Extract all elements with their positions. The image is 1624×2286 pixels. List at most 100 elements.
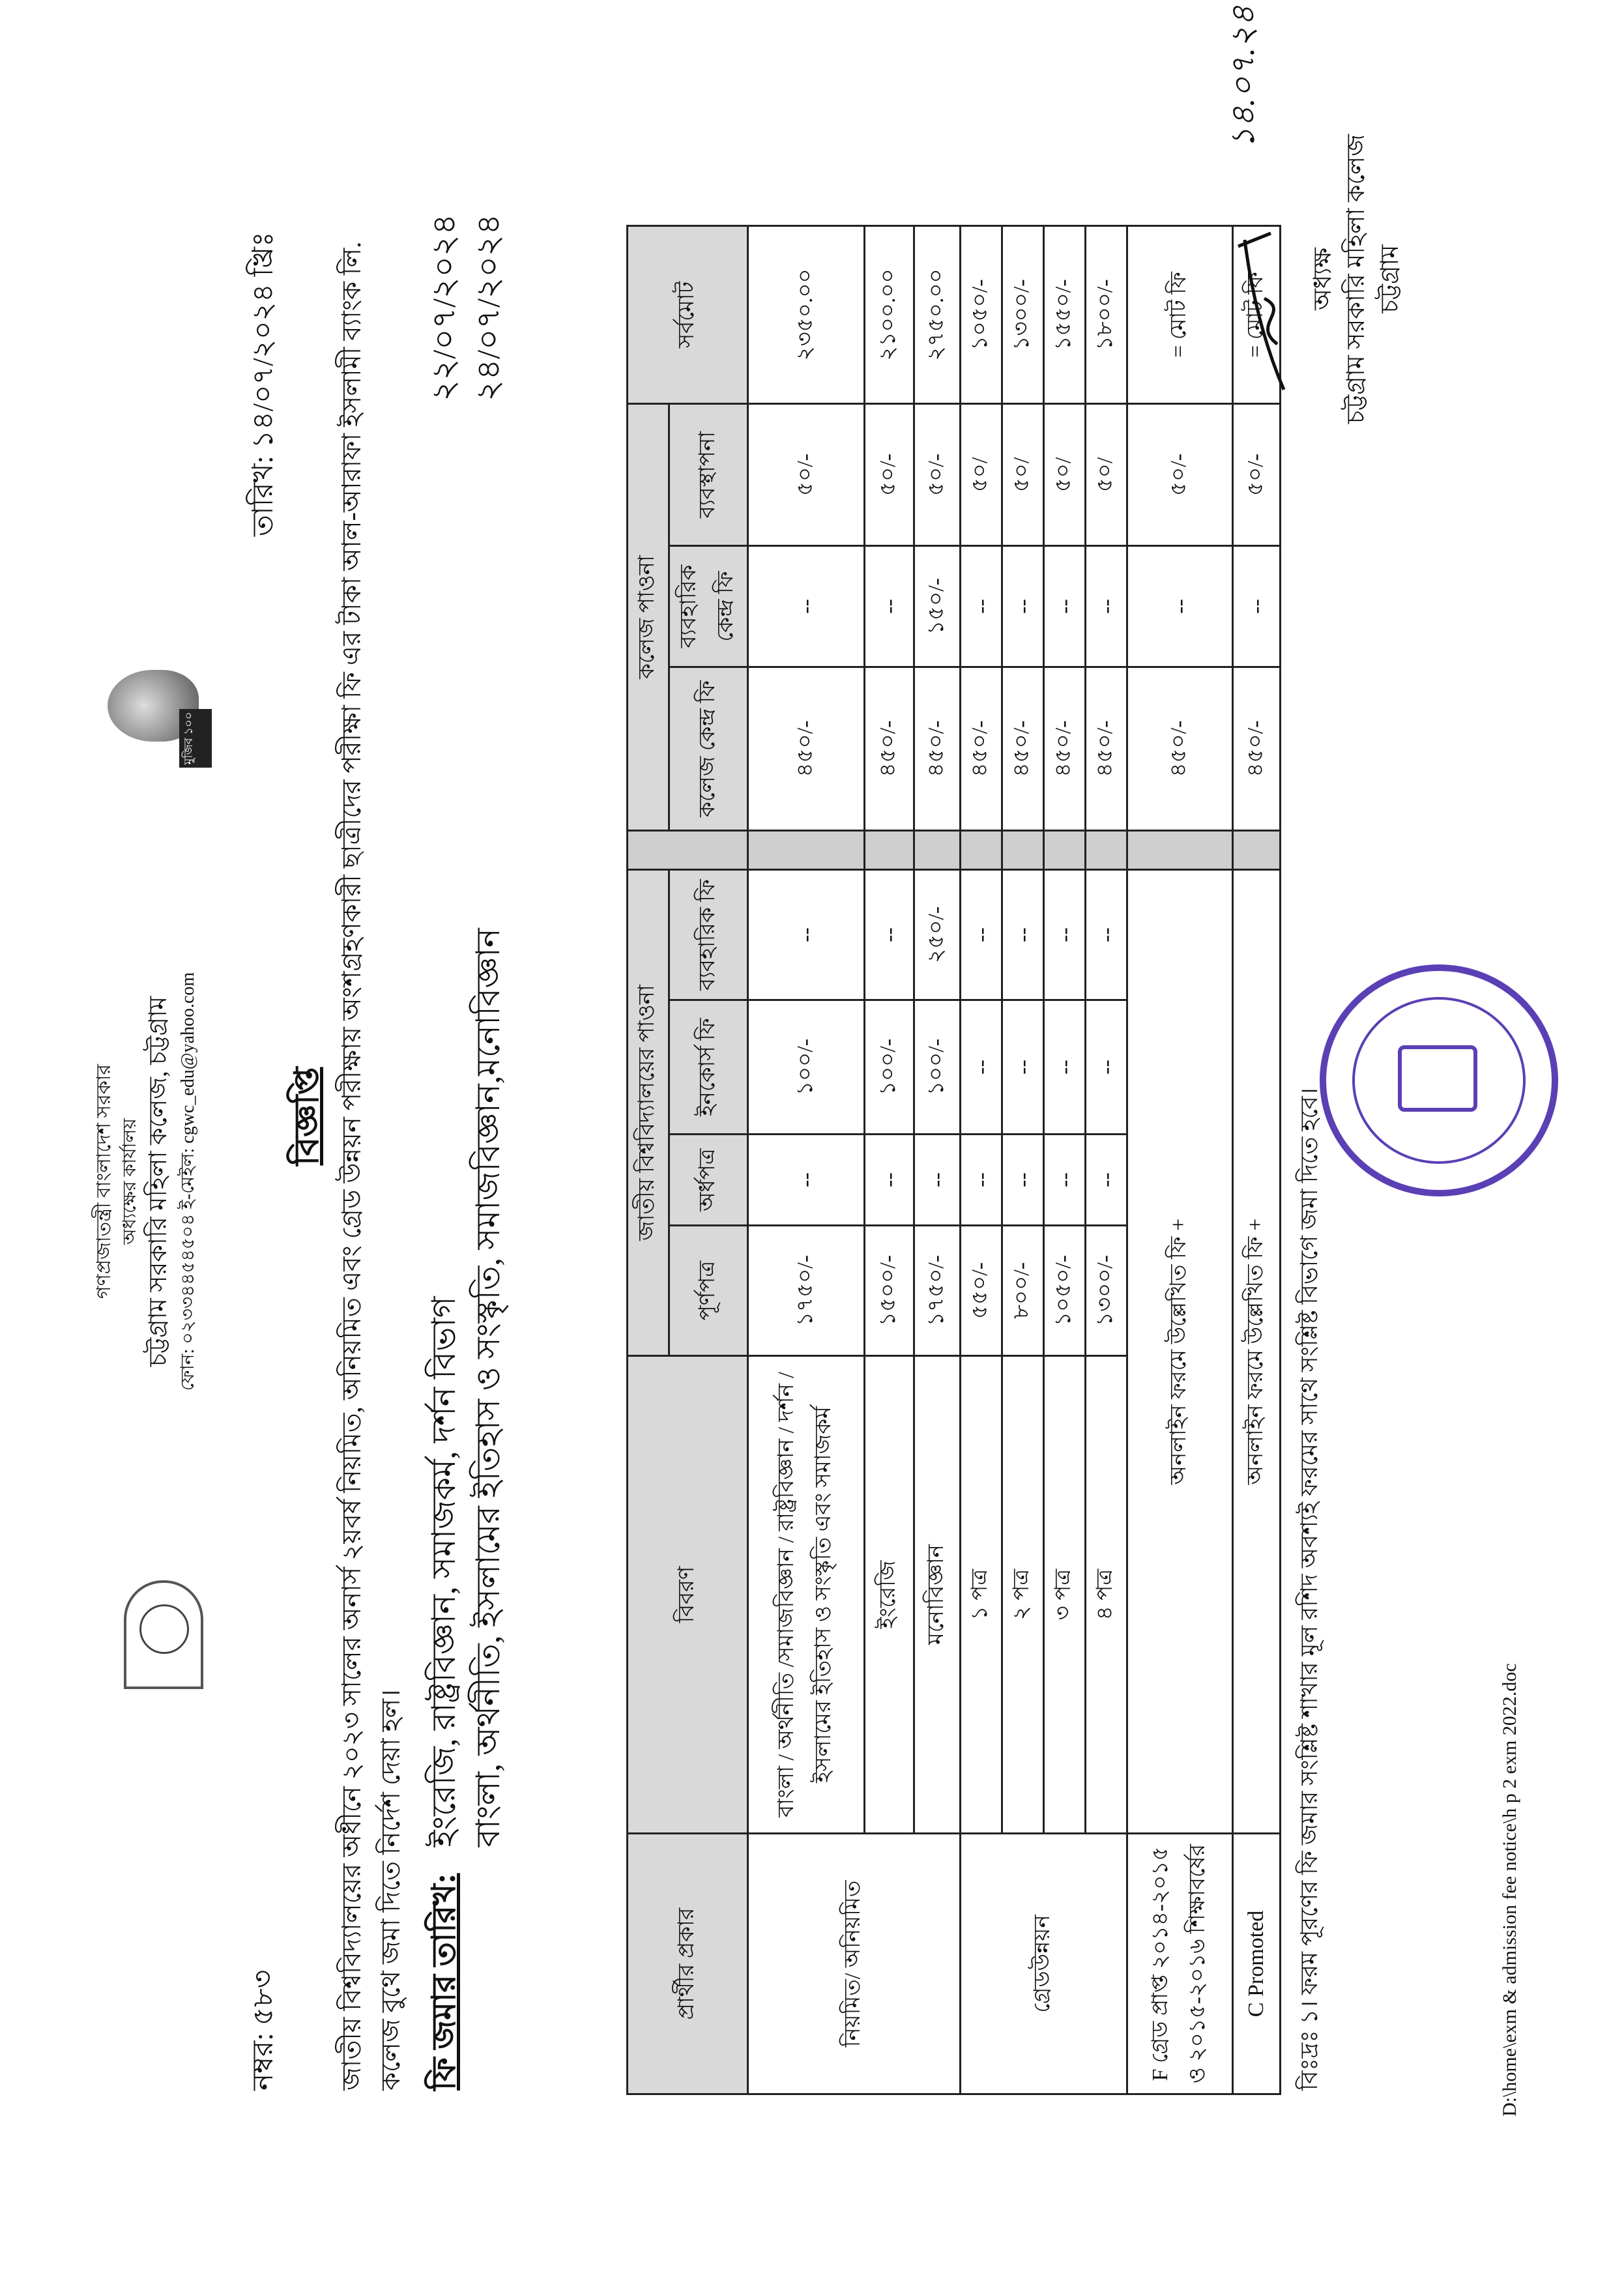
subheader-practical-fee: ব্যবহারিক ফি bbox=[669, 869, 748, 1000]
cell: ১৭৫০/- bbox=[914, 1225, 961, 1356]
type-regular: নিয়মিত/ অনিয়মিত bbox=[747, 1833, 961, 2094]
cell: -- bbox=[1043, 1000, 1086, 1135]
cell-description: বাংলা / অর্থনীতি /সমাজবিজ্ঞান / রাষ্ট্রব… bbox=[747, 1355, 865, 1834]
notice-body-section: জাতীয় বিশ্ববিদ্যালয়ের অধীনে ২০২৩ সালের… bbox=[332, 214, 508, 2091]
cell: -- bbox=[747, 869, 865, 1000]
cell: -- bbox=[1127, 545, 1233, 667]
fee-dates: ফি জমার তারিখ: ইংরেজি, রাষ্ট্রবিজ্ঞান, স… bbox=[424, 214, 508, 2091]
divider-column bbox=[627, 830, 748, 870]
cell: -- bbox=[747, 1134, 865, 1226]
cell: ৫০/ bbox=[1085, 403, 1127, 546]
cell: ৫৫০/- bbox=[960, 1225, 1002, 1356]
cell: -- bbox=[960, 545, 1002, 667]
cell: ৪৫০/- bbox=[747, 667, 865, 831]
signatory-college: চট্টগ্রাম সরকারি মহিলা কলেজ bbox=[1342, 134, 1370, 424]
cell: -- bbox=[960, 1000, 1002, 1135]
signature-date: ১৪.০৭.২৪ bbox=[1225, 5, 1261, 149]
cell: -- bbox=[864, 1134, 914, 1226]
table-row: F গ্রেড প্রাপ্ত ২০১৪-২০১৫ ও ২০১৫-২০১৬ শি… bbox=[1127, 225, 1233, 2094]
cell: ৫০/ bbox=[1043, 403, 1086, 546]
table-row: C Promoted অনলাইন ফরমে উল্লেখিত ফি + ৪৫০… bbox=[1232, 225, 1281, 2094]
table-row: ৩ পত্র ১০৫০/- -- -- -- ৪৫০/- -- ৫০/১৫৫০/- bbox=[1043, 225, 1086, 2094]
header-college-dues: কলেজ পাওনা bbox=[627, 403, 669, 831]
cell: ৫০/ bbox=[960, 403, 1002, 546]
fee-date-1: ২২/০৭/২০২৪ bbox=[426, 214, 462, 401]
cell: ৫০/- bbox=[1127, 403, 1233, 546]
signature-image bbox=[1238, 231, 1286, 390]
cell: ৪৫০/- bbox=[1232, 667, 1281, 831]
header-candidate-type: প্রার্থীর প্রকার bbox=[627, 1833, 748, 2094]
cell: -- bbox=[1085, 1000, 1127, 1135]
signatory-block: অধ্যক্ষ চট্টগ্রাম সরকারি মহিলা কলেজ চট্ট… bbox=[1307, 70, 1407, 487]
footnote: বিঃদ্রঃ ১। ফরম পূরণের ফি জমার সংশ্লিষ্ট … bbox=[1296, 1088, 1322, 2091]
divider-cell bbox=[960, 830, 1002, 870]
fee-table: প্রার্থীর প্রকার বিবরণ জাতীয় বিশ্ববিদ্য… bbox=[626, 225, 1281, 2095]
cell: ৪৫০/- bbox=[914, 667, 961, 831]
cell-total: ১৩০০/- bbox=[1002, 225, 1044, 404]
cell: ৮০০/- bbox=[1002, 1225, 1044, 1356]
cell: -- bbox=[864, 869, 914, 1000]
cell: -- bbox=[747, 545, 865, 667]
cell: -- bbox=[1085, 1134, 1127, 1226]
cell: -- bbox=[1002, 1134, 1044, 1226]
table-row: মনোবিজ্ঞান ১৭৫০/- -- ১০০/- ২৫০/- ৪৫০/- ১৫০/-… bbox=[914, 225, 961, 2094]
signatory-city: চট্টগ্রাম bbox=[1376, 244, 1404, 313]
cell: ৫০/- bbox=[747, 403, 865, 546]
header-description: বিবরণ bbox=[627, 1355, 748, 1834]
cell: -- bbox=[1002, 869, 1044, 1000]
cell-description: ৪ পত্র bbox=[1085, 1355, 1127, 1834]
cell-total: ২৭৫০.০০ bbox=[914, 225, 961, 404]
table-row: ২ পত্র ৮০০/- -- -- -- ৪৫০/- -- ৫০/১৩০০/- bbox=[1002, 225, 1044, 2094]
type-grade-improvement: গ্রেডউন্নয়ন bbox=[960, 1833, 1127, 2094]
cell: -- bbox=[1085, 545, 1127, 667]
fee-date-label: ফি জমার তারিখ: bbox=[426, 1873, 462, 2091]
divider-cell bbox=[914, 830, 961, 870]
cell: -- bbox=[1043, 869, 1086, 1000]
cell: -- bbox=[1085, 869, 1127, 1000]
cell: ৫০/- bbox=[914, 403, 961, 546]
cell-total: = মোট ফি bbox=[1127, 225, 1233, 404]
cell: ১০০/- bbox=[747, 1000, 865, 1135]
subheader-incourse-fee: ইনকোর্স ফি bbox=[669, 1000, 748, 1135]
divider-cell bbox=[864, 830, 914, 870]
table-row: নিয়মিত/ অনিয়মিত বাংলা / অর্থনীতি /সমাজ… bbox=[747, 225, 961, 2094]
contact-line: ফোন: ০২৩৩৪৪৫৪৫০৪ ই-মেইল: cgwc_edu@yahoo.… bbox=[177, 972, 198, 1391]
cell-description: ১ পত্র bbox=[960, 1355, 1002, 1834]
cell-total: ১৫৫০/- bbox=[1043, 225, 1086, 404]
cell-online-fee: অনলাইন ফরমে উল্লেখিত ফি + bbox=[1232, 869, 1281, 1834]
cell: ২৫০/- bbox=[914, 869, 961, 1000]
cell: -- bbox=[960, 869, 1002, 1000]
divider-cell bbox=[747, 830, 865, 870]
college-logo bbox=[124, 1580, 203, 1689]
subheader-practical-centre-fee: ব্যবহারিক কেন্দ্র ফি bbox=[669, 545, 748, 667]
subheader-half-paper: অর্ধপত্র bbox=[669, 1134, 748, 1226]
file-path: D:\home\exm & admission fee notice\h p 2… bbox=[1499, 1663, 1520, 2117]
cell: ১০৫০/- bbox=[1043, 1225, 1086, 1356]
office-line: অধ্যক্ষের কার্যালয় bbox=[119, 1118, 140, 1245]
cell-description: ৩ পত্র bbox=[1043, 1355, 1086, 1834]
signatory-designation: অধ্যক্ষ bbox=[1309, 248, 1337, 311]
cell: ৪৫০/- bbox=[1043, 667, 1086, 831]
table-row: গ্রেডউন্নয়ন ১ পত্র ৫৫০/- -- -- -- ৪৫০/- -- ৫… bbox=[960, 225, 1127, 2094]
college-name: চট্টগ্রাম সরকারি মহিলা কলেজ, চট্টগ্রাম bbox=[145, 996, 173, 1367]
cell-description: মনোবিজ্ঞান bbox=[914, 1355, 961, 1834]
cell: -- bbox=[1002, 1000, 1044, 1135]
cell: -- bbox=[914, 1134, 961, 1226]
cell-total: ১০৫০/- bbox=[960, 225, 1002, 404]
cell: ১০০/- bbox=[914, 1000, 961, 1135]
memo-number: নম্বর: ৫৮৩ bbox=[247, 1969, 279, 2091]
letterhead: গণপ্রজাতন্ত্রী বাংলাদেশ সরকার অধ্যক্ষের … bbox=[91, 823, 200, 1540]
type-f-grade: F গ্রেড প্রাপ্ত ২০১৪-২০১৫ ও ২০১৫-২০১৬ শি… bbox=[1127, 1833, 1233, 2094]
cell: ১৫০/- bbox=[914, 545, 961, 667]
cell: ৪৫০/- bbox=[960, 667, 1002, 831]
cell-total: ২৩৫০.০০ bbox=[747, 225, 865, 404]
table-section: প্রার্থীর প্রকার বিবরণ জাতীয় বিশ্ববিদ্য… bbox=[626, 225, 1331, 2095]
cell: -- bbox=[864, 545, 914, 667]
subheader-full-paper: পূর্ণপত্র bbox=[669, 1225, 748, 1356]
cell: ৪৫০/- bbox=[864, 667, 914, 831]
divider-cell bbox=[1232, 830, 1281, 870]
table-row: ইংরেজি ১৫০০/- -- ১০০/- -- ৪৫০/- -- ৫০/- ২১০০.০… bbox=[864, 225, 914, 2094]
cell: ৪৫০/- bbox=[1085, 667, 1127, 831]
cell: ১৫০০/- bbox=[864, 1225, 914, 1356]
table-row: ৪ পত্র ১৩০০/- -- -- -- ৪৫০/- -- ৫০/১৮০০/- bbox=[1085, 225, 1127, 2094]
